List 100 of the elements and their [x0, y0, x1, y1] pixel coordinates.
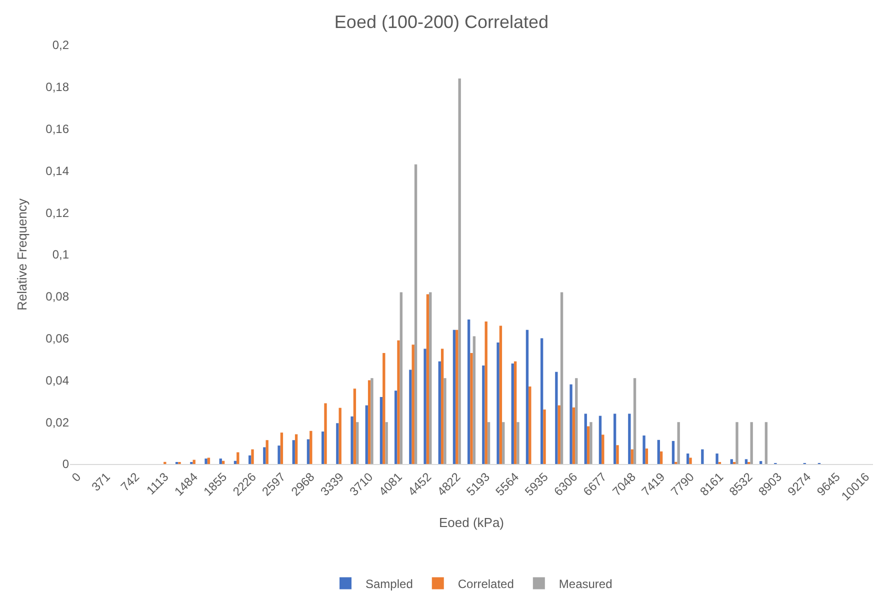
- bar: [294, 434, 298, 464]
- bar: [414, 164, 418, 464]
- bar: [528, 386, 532, 464]
- bar: [672, 440, 675, 464]
- bar: [470, 352, 473, 464]
- y-tick-label: 0,06: [46, 332, 70, 346]
- bar: [657, 440, 660, 464]
- bar: [248, 455, 252, 464]
- bar: [744, 459, 748, 464]
- bar: [613, 414, 616, 464]
- bar: [516, 422, 520, 464]
- bar: [236, 452, 240, 464]
- bar: [266, 440, 268, 464]
- bar: [394, 390, 398, 464]
- bar: [511, 363, 514, 464]
- bar: [251, 449, 254, 464]
- bar: [499, 326, 502, 464]
- bar: [321, 432, 324, 464]
- bar: [502, 422, 505, 464]
- bar: [602, 434, 604, 464]
- bar: [570, 384, 572, 464]
- bar: [456, 330, 458, 464]
- bar: [397, 340, 400, 464]
- y-tick-label: 0,18: [46, 80, 70, 94]
- bar: [306, 439, 310, 464]
- chart-title: Eoed (100-200) Correlated: [334, 12, 549, 32]
- bar: [526, 330, 529, 464]
- bar: [586, 426, 590, 464]
- bar: [338, 408, 342, 464]
- bar: [736, 422, 738, 464]
- bar: [412, 344, 414, 464]
- legend-label: Measured: [558, 576, 612, 591]
- y-tick-label: 0,2: [52, 38, 70, 52]
- bar: [310, 430, 312, 464]
- bar: [472, 336, 476, 464]
- y-tick-label: 0,1: [52, 248, 70, 262]
- bar: [660, 451, 663, 464]
- y-tick-label: 0,12: [46, 206, 70, 220]
- bar: [380, 396, 383, 464]
- bar: [730, 459, 733, 464]
- bar: [368, 380, 371, 464]
- bar: [438, 361, 441, 464]
- bar: [514, 361, 517, 464]
- bar: [382, 352, 386, 464]
- bar: [263, 447, 266, 464]
- bar: [280, 432, 284, 464]
- bar: [628, 414, 631, 464]
- bar: [409, 370, 412, 464]
- bar: [540, 338, 544, 464]
- bar: [440, 348, 444, 464]
- bar: [689, 458, 692, 464]
- bar: [444, 378, 446, 464]
- bar: [400, 292, 403, 464]
- bar: [353, 388, 356, 464]
- bar: [385, 422, 388, 464]
- bar: [278, 446, 280, 464]
- bar: [572, 407, 576, 464]
- legend-label: Correlated: [458, 576, 514, 591]
- bar: [426, 294, 430, 464]
- bar: [716, 454, 718, 464]
- bar: [482, 366, 485, 464]
- x-tick-label: 0: [69, 470, 84, 484]
- bar: [429, 292, 432, 464]
- bar: [686, 454, 690, 464]
- x-tick-label: 371: [88, 470, 114, 494]
- x-tick-label: 742: [118, 470, 142, 494]
- x-axis-title: Eoed (kPa): [438, 514, 504, 530]
- bar: [336, 423, 339, 464]
- bar: [558, 405, 560, 464]
- bar: [759, 461, 762, 464]
- bar: [496, 342, 500, 464]
- bar: [424, 348, 426, 464]
- bar: [598, 416, 602, 464]
- bar: [677, 422, 680, 464]
- bar: [645, 448, 648, 464]
- bar: [642, 436, 646, 464]
- bar: [630, 449, 634, 464]
- y-axis-title: Relative Frequency: [14, 198, 30, 310]
- y-tick-label: 0,08: [46, 290, 70, 304]
- bar: [575, 378, 578, 464]
- bar: [370, 378, 374, 464]
- bar: [365, 405, 368, 464]
- y-tick-label: 0,16: [46, 122, 70, 136]
- bar: [452, 330, 456, 464]
- bar: [207, 458, 210, 464]
- y-tick-label: 0,02: [46, 415, 70, 430]
- bar: [484, 322, 488, 464]
- bar: [543, 410, 546, 464]
- bar: [750, 422, 753, 464]
- bar: [555, 372, 558, 464]
- bar: [487, 422, 490, 464]
- bar: [356, 422, 359, 464]
- bar: [633, 378, 636, 464]
- bar: [764, 422, 768, 464]
- y-tick-label: 0,14: [46, 164, 70, 178]
- bar: [590, 422, 592, 464]
- bar: [584, 414, 587, 464]
- bar: [204, 458, 208, 464]
- bar: [467, 319, 470, 464]
- legend-label: Sampled: [366, 576, 413, 591]
